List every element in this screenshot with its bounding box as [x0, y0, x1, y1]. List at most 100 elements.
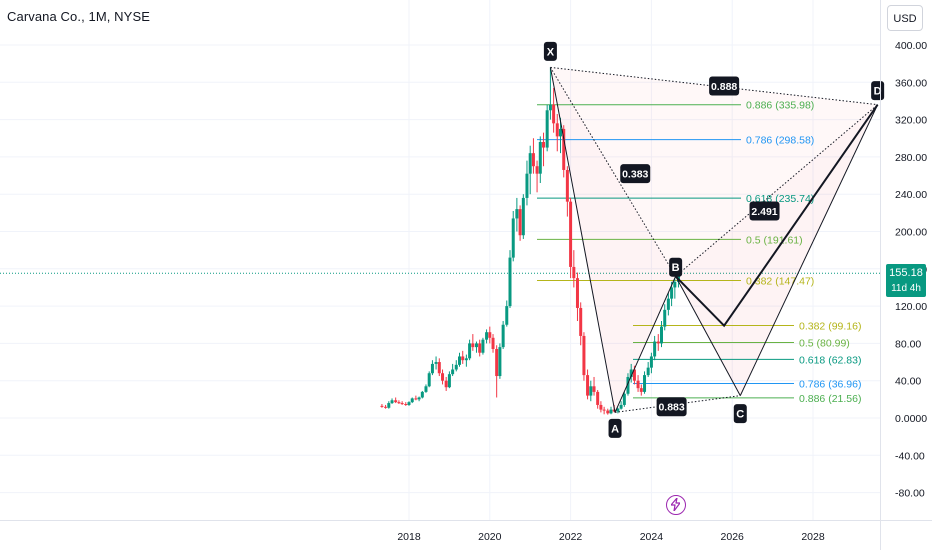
ratio-label-box [749, 201, 780, 221]
candle-body [639, 388, 643, 392]
candle-body [441, 373, 445, 381]
candle-body [518, 209, 522, 236]
candle-body [559, 128, 562, 137]
candle-body [521, 197, 525, 236]
projection-path [674, 104, 879, 328]
candle-body [424, 386, 428, 392]
candle-body [569, 201, 573, 267]
candlestick-series [380, 67, 680, 415]
point-label-d: D [874, 86, 882, 98]
candle-body [606, 410, 610, 414]
point-label-a-box [608, 418, 622, 438]
candle-body [400, 403, 404, 405]
price-tick-label: 120.00 [895, 301, 927, 313]
currency-button[interactable]: USD [887, 5, 923, 31]
candle-body [592, 386, 596, 392]
candle-body [397, 402, 401, 404]
candle-body [579, 307, 583, 336]
fib-lower-label: 0.5 (80.99) [799, 337, 850, 349]
time-tick-label: 2020 [478, 531, 502, 543]
price-tick-label: 200.00 [895, 227, 927, 239]
last-price-value: 155.18 [889, 267, 923, 279]
ratio-label: 0.883 [658, 402, 684, 414]
candle-body [535, 166, 539, 174]
leg-ab [614, 276, 677, 413]
candle-body [565, 169, 569, 202]
price-tick-label: 280.00 [895, 152, 927, 164]
candle-body [481, 339, 485, 353]
candle-body [646, 367, 650, 376]
chart-title: Carvana Co., 1M, NYSE [7, 9, 150, 24]
time-axis[interactable]: 2018 2020 2022 2024 2026 2028 [0, 520, 932, 544]
ratio-label-box [620, 164, 651, 184]
point-label-c-box [733, 404, 747, 424]
fib-upper-label: 0.382 (147.47) [746, 275, 814, 287]
candle-body [653, 341, 657, 357]
candle-body [531, 153, 535, 167]
candle-body [660, 326, 663, 344]
price-tick-label: -80.00 [895, 488, 925, 500]
candle-body [394, 400, 398, 403]
candle-body [538, 141, 542, 174]
time-tick-label: 2024 [640, 531, 664, 543]
candle-body [528, 153, 532, 174]
candle-body [485, 332, 489, 340]
candle-body [666, 298, 670, 310]
candle-body [488, 332, 492, 338]
fib-lower-label: 0.886 (21.56) [799, 393, 861, 405]
candle-body [572, 266, 576, 279]
candle-body [387, 403, 391, 408]
price-tick-label: 320.00 [895, 115, 927, 127]
price-tick-label: 400.00 [895, 40, 927, 52]
candle-body [599, 404, 603, 410]
candle-body [461, 356, 465, 361]
candle-body [582, 335, 586, 376]
candle-body [505, 306, 509, 325]
price-tick-label: 240.00 [895, 189, 927, 201]
leg-xa [549, 67, 616, 413]
price-tick-label: 40.00 [895, 376, 921, 388]
fib-lower-label: 0.382 (99.16) [799, 321, 861, 333]
candle-body [417, 397, 421, 400]
fib-upper-label: 0.786 (298.58) [746, 135, 814, 147]
candle-body [501, 324, 505, 348]
candle-body [451, 369, 455, 375]
ratio-label: 2.491 [751, 206, 777, 218]
candle-body [586, 375, 590, 396]
lightning-bolt-icon[interactable] [666, 495, 686, 515]
time-tick-label: 2018 [397, 531, 421, 543]
candle-body [649, 356, 653, 368]
candle-body [676, 273, 680, 282]
candle-body [515, 209, 519, 219]
candle-body [474, 343, 478, 348]
price-tick-label: 360.00 [895, 77, 927, 89]
candle-body [427, 373, 431, 387]
point-label-a: A [611, 423, 619, 435]
candle-body [575, 278, 579, 308]
candle-body [404, 404, 408, 406]
time-tick-label: 2022 [559, 531, 583, 543]
point-label-x-box [543, 41, 557, 61]
point-label-x: X [547, 46, 555, 58]
candle-body [407, 402, 411, 405]
candle-body [380, 405, 384, 407]
fib-upper-label: 0.5 (191.61) [746, 234, 803, 246]
fib-upper-label: 0.886 (335.98) [746, 100, 814, 112]
grid-lines [0, 0, 880, 520]
candle-body [629, 369, 633, 377]
candle-body [508, 257, 512, 307]
point-label-b: B [672, 262, 680, 274]
candle-body [596, 391, 600, 405]
candle-body [555, 123, 559, 137]
candle-body [491, 337, 495, 349]
candle-body [602, 409, 606, 411]
candle-body [444, 380, 448, 388]
candle-body [511, 218, 515, 258]
candle-body [643, 375, 647, 392]
price-axis[interactable]: 400.00360.00320.00280.00240.00200.00160.… [880, 0, 928, 550]
candle-body [562, 128, 566, 170]
ratio-label-box [709, 76, 740, 96]
candle-body [464, 358, 468, 361]
candle-body [542, 141, 546, 148]
